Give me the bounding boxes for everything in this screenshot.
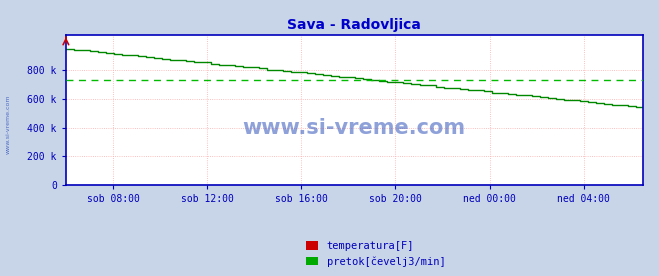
Text: www.si-vreme.com: www.si-vreme.com <box>5 94 11 154</box>
Title: Sava - Radovljica: Sava - Radovljica <box>287 18 421 32</box>
Legend: temperatura[F], pretok[čevelj3/min]: temperatura[F], pretok[čevelj3/min] <box>302 237 449 271</box>
Text: www.si-vreme.com: www.si-vreme.com <box>243 118 466 138</box>
